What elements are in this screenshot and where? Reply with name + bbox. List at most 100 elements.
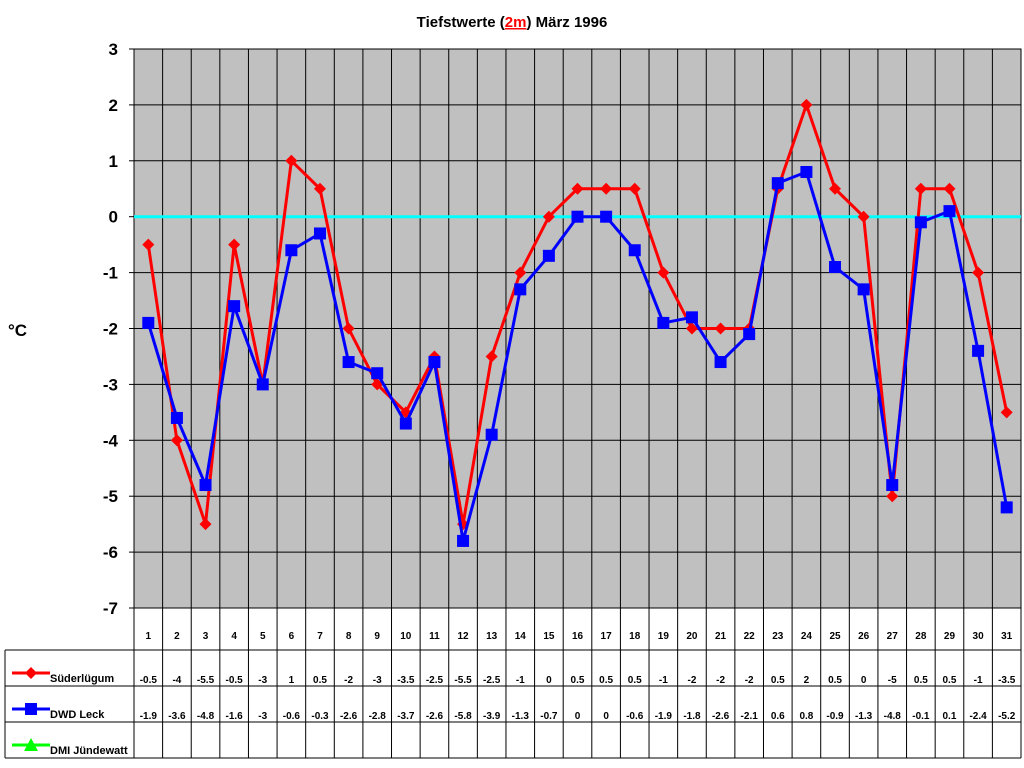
data-label: -0.9	[826, 711, 844, 722]
data-label: -3.5	[397, 675, 415, 686]
data-point-dwd-leck	[1000, 501, 1013, 514]
x-tick-label: 21	[715, 631, 727, 642]
data-point-s-derl-gum	[571, 182, 584, 195]
data-point-dwd-leck	[771, 177, 784, 190]
data-point-s-derl-gum	[886, 490, 899, 503]
data-label: 0.8	[799, 711, 813, 722]
y-tick-label: 1	[109, 152, 118, 171]
data-label: -2	[716, 675, 725, 686]
data-label: -2	[344, 675, 353, 686]
x-tick-label: 18	[629, 631, 641, 642]
data-point-dwd-leck	[142, 316, 155, 329]
x-tick-label: 14	[515, 631, 527, 642]
data-point-s-derl-gum	[685, 322, 698, 335]
legend-key-marker	[25, 667, 37, 679]
data-label: -3.5	[998, 675, 1016, 686]
data-point-s-derl-gum	[628, 182, 641, 195]
data-label: -2.1	[741, 711, 759, 722]
data-label: -0.5	[226, 675, 244, 686]
x-tick-label: 16	[572, 631, 584, 642]
x-tick-label: 17	[601, 631, 613, 642]
data-point-dwd-leck	[743, 328, 756, 341]
data-label: -2.6	[712, 711, 730, 722]
y-tick-label: -7	[103, 599, 118, 618]
data-point-dwd-leck	[285, 244, 298, 257]
data-point-dwd-leck	[228, 300, 241, 313]
data-label: -0.6	[626, 711, 644, 722]
data-label: -2.8	[369, 711, 387, 722]
data-point-dwd-leck	[514, 283, 527, 296]
x-tick-label: 22	[744, 631, 756, 642]
data-label: -5.2	[998, 711, 1016, 722]
data-label: 0	[546, 675, 552, 686]
data-point-s-derl-gum	[485, 350, 498, 363]
x-tick-label: 20	[686, 631, 698, 642]
data-label: 0.5	[628, 675, 642, 686]
x-tick-label: 12	[457, 631, 469, 642]
data-label: -5	[888, 675, 897, 686]
y-axis: 3 2 1 0 -1 -2 -3 -4 -5 -6 -7	[103, 40, 134, 618]
data-point-s-derl-gum	[285, 154, 298, 167]
x-tick-label: 28	[915, 631, 927, 642]
data-point-dwd-leck	[371, 367, 384, 380]
x-tick-label: 19	[658, 631, 670, 642]
x-tick-label: 9	[374, 631, 380, 642]
data-point-dwd-leck	[542, 249, 555, 262]
data-point-dwd-leck	[170, 411, 183, 424]
data-label: -0.5	[140, 675, 158, 686]
data-point-s-derl-gum	[542, 210, 555, 223]
data-point-s-derl-gum	[170, 434, 183, 447]
data-label: -5.5	[197, 675, 215, 686]
data-point-dwd-leck	[829, 261, 842, 274]
data-label: -1	[516, 675, 525, 686]
data-point-s-derl-gum	[943, 182, 956, 195]
data-label: -1.9	[655, 711, 673, 722]
y-tick-label: 3	[109, 40, 118, 59]
x-tick-label: 13	[486, 631, 498, 642]
x-tick-label: 25	[829, 631, 841, 642]
data-label: -0.7	[540, 711, 558, 722]
data-label: 0.5	[771, 675, 785, 686]
data-label: -0.1	[912, 711, 930, 722]
data-label: -3	[258, 675, 267, 686]
data-label: -1.9	[140, 711, 158, 722]
data-point-dwd-leck	[485, 428, 498, 441]
y-tick-label: -2	[103, 320, 118, 339]
data-point-dwd-leck	[342, 356, 355, 369]
data-label: 1	[289, 675, 295, 686]
data-point-s-derl-gum	[972, 266, 985, 279]
data-label: -3	[258, 711, 267, 722]
data-point-s-derl-gum	[829, 182, 842, 195]
data-point-dwd-leck	[199, 479, 212, 492]
x-tick-label: 4	[231, 631, 237, 642]
y-tick-label: -1	[103, 264, 118, 283]
data-point-s-derl-gum	[714, 322, 727, 335]
data-point-s-derl-gum	[514, 266, 527, 279]
x-tick-label: 15	[543, 631, 555, 642]
data-label: 0.5	[943, 675, 957, 686]
data-point-dwd-leck	[886, 479, 899, 492]
data-label: 0.5	[914, 675, 928, 686]
legend-key-marker	[25, 703, 37, 715]
x-tick-label: 10	[400, 631, 412, 642]
data-label: 0.6	[771, 711, 785, 722]
data-label: 2	[804, 675, 810, 686]
data-point-dwd-leck	[628, 244, 641, 257]
x-tick-label: 23	[772, 631, 784, 642]
data-label: -2.5	[426, 675, 444, 686]
data-point-s-derl-gum	[914, 182, 927, 195]
data-label: -1.3	[512, 711, 530, 722]
data-point-dwd-leck	[313, 227, 326, 240]
data-point-dwd-leck	[657, 316, 670, 329]
y-tick-label: -3	[103, 375, 118, 394]
data-label: -5.8	[454, 711, 472, 722]
x-tick-label: 2	[174, 631, 180, 642]
data-point-s-derl-gum	[800, 98, 813, 111]
data-point-s-derl-gum	[228, 238, 241, 251]
data-label: -4	[172, 675, 181, 686]
data-label: 0.1	[943, 711, 957, 722]
data-label: 0	[575, 711, 581, 722]
data-label: -1	[974, 675, 983, 686]
data-point-s-derl-gum	[857, 210, 870, 223]
